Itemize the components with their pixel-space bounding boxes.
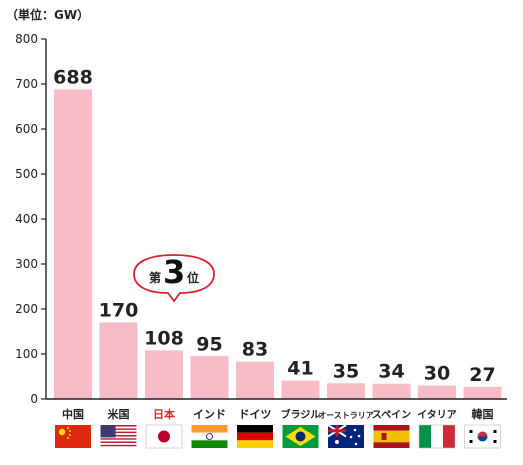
bar-value-label: 27: [469, 364, 495, 386]
x-tick-label: 日本: [153, 407, 175, 421]
bar: [327, 383, 365, 399]
germany-flag-icon: [237, 425, 273, 448]
bar-value-label: 83: [242, 339, 268, 361]
x-tick-label: ブラジル: [281, 408, 321, 421]
y-tick-label: 200: [15, 302, 38, 316]
x-tick-label: スペイン: [372, 409, 411, 421]
x-tick-label: インド: [193, 408, 226, 421]
y-tick-label: 500: [15, 167, 38, 181]
bar: [99, 322, 138, 399]
unit-label: （単位：GW）: [6, 8, 90, 22]
y-tick-label: 700: [15, 77, 38, 91]
japan-flag-icon: [145, 424, 183, 449]
australia-flag-icon: [327, 424, 364, 448]
bar: [463, 386, 502, 399]
china-flag-icon: [55, 425, 91, 448]
x-tick-label: イタリア: [417, 409, 457, 421]
rank-suffix: 位: [187, 271, 200, 285]
bar-value-label: 41: [287, 358, 313, 380]
rank-number: 3: [163, 253, 186, 291]
bar-value-label: 30: [424, 363, 450, 385]
rank-prefix: 第: [149, 271, 162, 285]
bar: [372, 383, 411, 399]
usa-flag-icon: [100, 425, 137, 448]
rank-callout: 第 3 位: [131, 253, 217, 305]
y-tick-label: 800: [15, 32, 38, 46]
x-tick-label: オーストラリア: [318, 411, 374, 420]
spain-flag-icon: [373, 425, 410, 448]
bar: [54, 89, 92, 400]
x-tick-label: 韓国: [472, 407, 494, 421]
brazil-flag-icon: [282, 425, 319, 448]
y-tick-label: 600: [15, 122, 38, 136]
bar: [418, 385, 456, 399]
bar-value-label: 34: [378, 361, 404, 383]
india-flag-icon: [191, 425, 228, 448]
y-tick-label: 300: [15, 257, 38, 271]
italy-flag-icon: [418, 424, 456, 449]
bar: [281, 380, 320, 399]
x-tick-label: 米国: [107, 407, 130, 421]
bar: [145, 350, 183, 399]
bar: [190, 356, 229, 399]
y-tick-label: 400: [15, 212, 38, 226]
bar-value-label: 108: [144, 327, 184, 349]
bar-value-label: 688: [53, 66, 93, 88]
bar: [236, 361, 274, 399]
x-tick-label: ドイツ: [239, 408, 272, 421]
y-tick-label: 100: [15, 347, 38, 361]
bar-value-label: 170: [99, 300, 139, 322]
y-tick-label: 0: [30, 392, 38, 406]
x-tick-label: 中国: [62, 407, 84, 421]
bar-value-label: 95: [196, 333, 222, 355]
korea-flag-icon: [464, 424, 501, 449]
bar-value-label: 35: [333, 360, 359, 382]
